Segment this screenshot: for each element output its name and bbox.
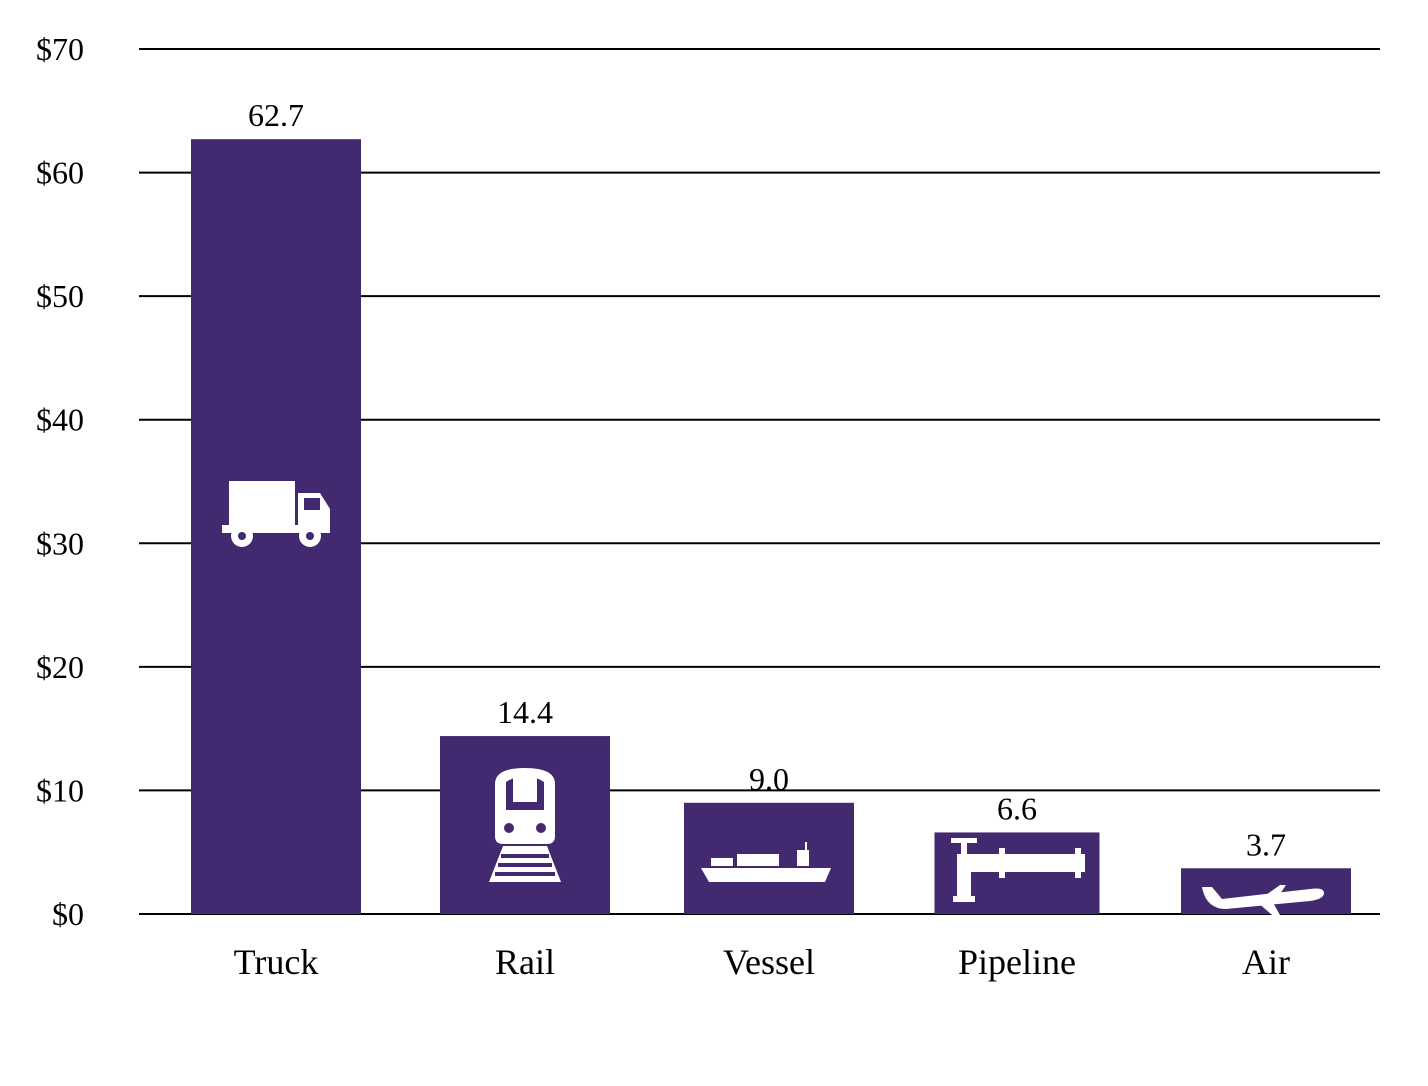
data-label: 9.0 — [749, 761, 789, 797]
category-label: Air — [1242, 942, 1290, 982]
bar-icons — [222, 481, 1324, 915]
train-icon — [489, 768, 561, 882]
category-label: Vessel — [723, 942, 815, 982]
category-label: Truck — [234, 942, 319, 982]
y-tick-label: $50 — [36, 278, 84, 314]
category-label: Rail — [495, 942, 555, 982]
y-tick-label: $70 — [36, 31, 84, 67]
y-tick-label: $20 — [36, 649, 84, 685]
pipeline-icon — [951, 838, 1085, 902]
airplane-icon — [1202, 885, 1324, 915]
y-tick-label: $40 — [36, 402, 84, 438]
data-label: 62.7 — [248, 97, 304, 133]
y-axis-ticks: $0 $10 $20 $30 $40 $50 $60 $70 — [36, 31, 84, 932]
bars — [191, 139, 1351, 914]
data-label: 14.4 — [497, 694, 553, 730]
data-label: 6.6 — [997, 790, 1037, 826]
data-labels: 62.7 14.4 9.0 6.6 3.7 — [248, 97, 1286, 862]
category-label: Pipeline — [958, 942, 1076, 982]
y-tick-label: $60 — [36, 155, 84, 191]
y-tick-label: $0 — [52, 896, 84, 932]
ship-icon — [701, 842, 831, 882]
data-label: 3.7 — [1246, 826, 1286, 862]
truck-icon — [222, 481, 330, 547]
y-tick-label: $10 — [36, 772, 84, 808]
y-tick-label: $30 — [36, 525, 84, 561]
x-axis-categories: Truck Rail Vessel Pipeline Air — [234, 942, 1290, 982]
